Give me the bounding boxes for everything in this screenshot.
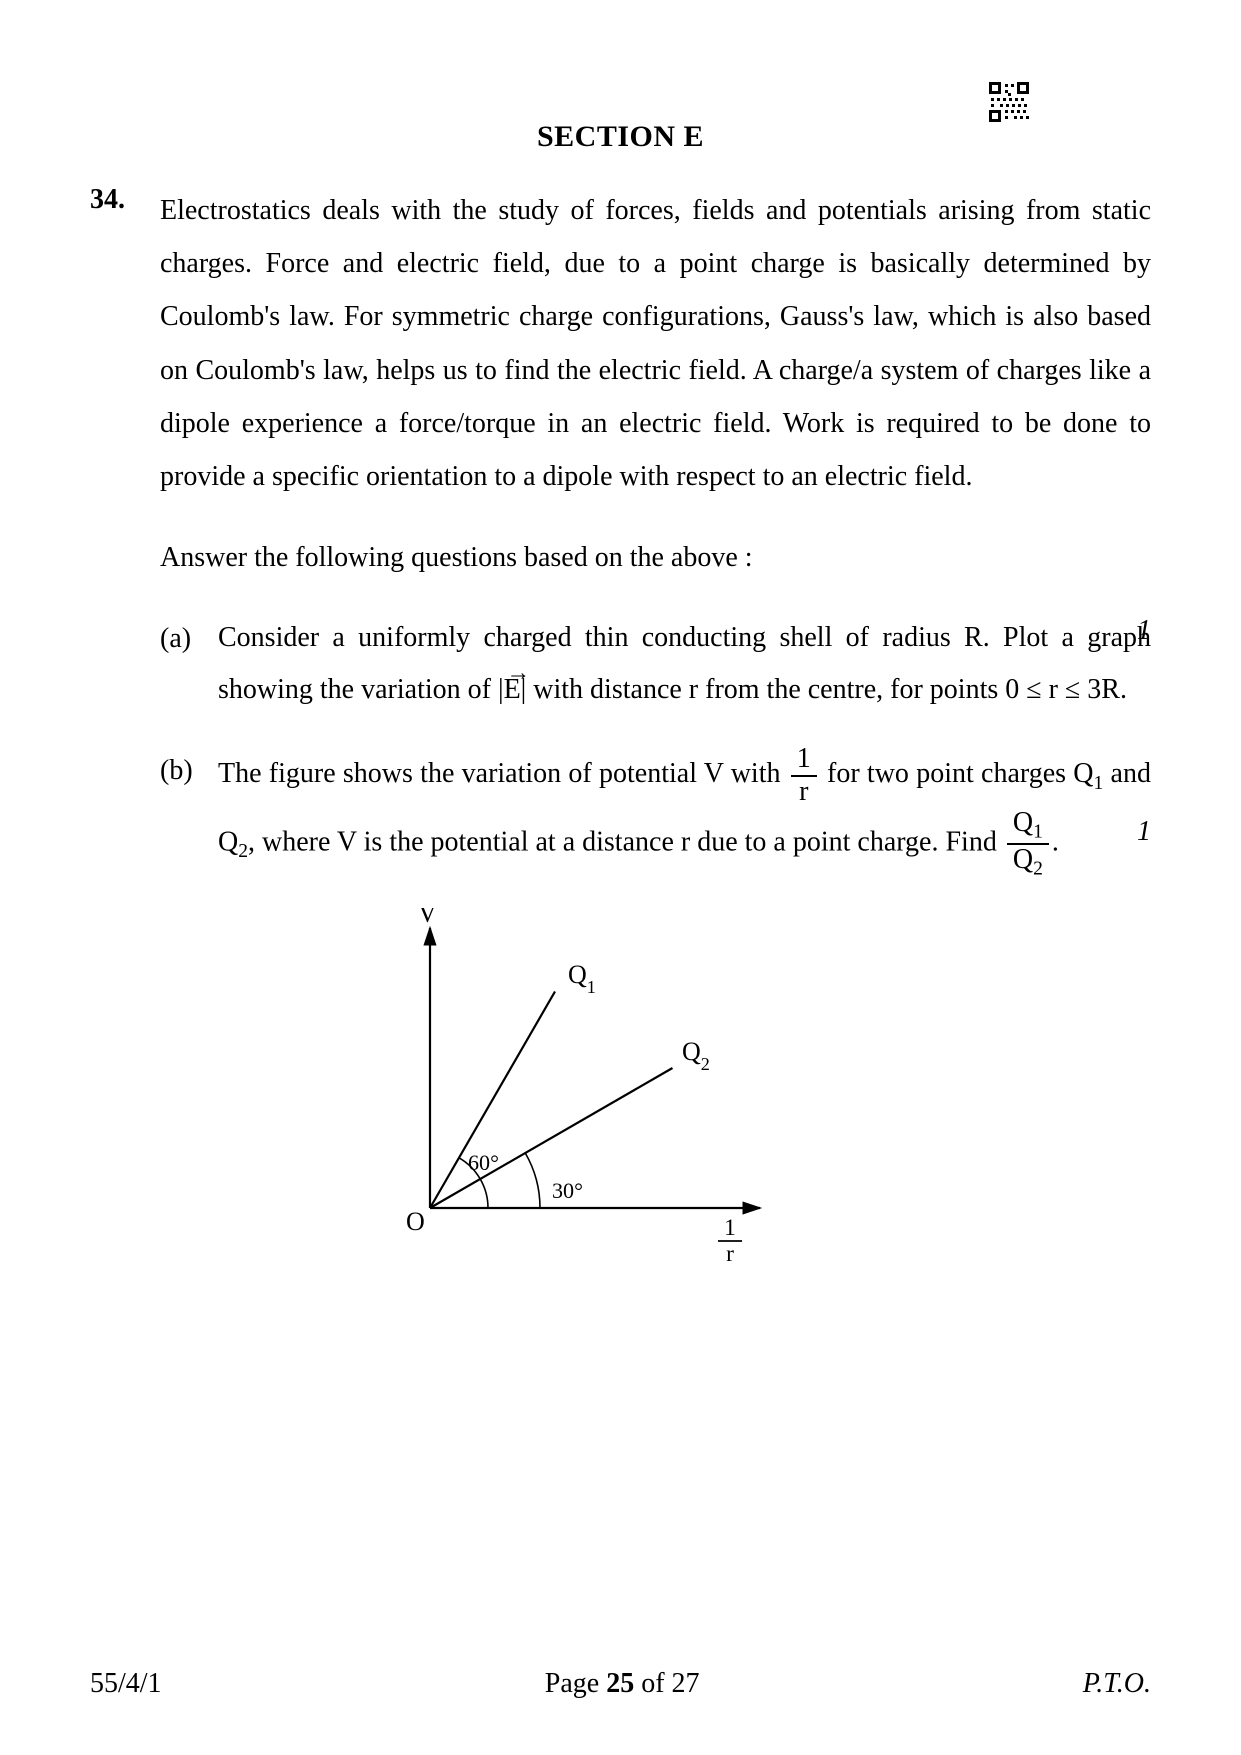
page: SECTION E 34. Electrostatics deals with … [0, 0, 1241, 1755]
potential-graph: V O Q1 Q2 60° 30° 1r [360, 908, 800, 1268]
qr-code-icon [987, 80, 1031, 124]
svg-text:O: O [406, 1207, 425, 1236]
part-b: (b) The figure shows the variation of po… [160, 744, 1151, 880]
footer-left: 55/4/1 [90, 1668, 162, 1700]
answer-prompt: Answer the following questions based on … [160, 531, 1151, 584]
svg-text:Q2: Q2 [682, 1037, 710, 1074]
footer-center: Page 25 of 27 [545, 1668, 700, 1700]
marks-b: 1 [1137, 816, 1151, 848]
part-a-text: Consider a uniformly charged thin conduc… [218, 612, 1151, 716]
figure: V O Q1 Q2 60° 30° 1r [360, 908, 1151, 1286]
part-a: (a) Consider a uniformly charged thin co… [160, 612, 1151, 716]
svg-text:30°: 30° [552, 1178, 583, 1203]
intro-paragraph: Electrostatics deals with the study of f… [160, 184, 1151, 503]
vector-E: →E [504, 664, 521, 716]
arrow-icon: → [506, 651, 530, 695]
part-b-seg1: The figure shows the variation of potent… [218, 758, 788, 789]
footer: 55/4/1 Page 25 of 27 P.T.O. [90, 1668, 1151, 1700]
part-b-seg2: for two point charges Q [820, 758, 1094, 789]
question-number: 34. [90, 184, 160, 216]
svg-text:Q1: Q1 [568, 960, 596, 997]
svg-text:60°: 60° [468, 1150, 499, 1175]
marks-a: 1 [1137, 615, 1151, 647]
footer-pto: P.T.O. [1083, 1668, 1151, 1700]
part-b-seg5: . [1052, 826, 1059, 857]
part-a-after: | with distance r from the centre, for p… [521, 674, 1127, 705]
part-b-label: (b) [160, 744, 218, 797]
question-body: Electrostatics deals with the study of f… [160, 184, 1151, 1286]
part-a-label: (a) [160, 612, 218, 665]
frac-Q1-over-Q2: Q1Q2 [1007, 808, 1049, 880]
part-b-text: The figure shows the variation of potent… [218, 744, 1151, 880]
svg-text:r: r [726, 1241, 734, 1267]
frac-1-over-r: 1r [791, 744, 817, 808]
section-title: SECTION E [90, 120, 1151, 154]
question-row: 34. Electrostatics deals with the study … [90, 184, 1151, 1286]
part-b-seg4: , where V is the potential at a distance… [248, 826, 1004, 857]
sub-2: 2 [238, 841, 248, 862]
svg-text:1: 1 [724, 1215, 736, 1241]
svg-text:V: V [418, 908, 437, 928]
sub-1: 1 [1094, 773, 1104, 794]
